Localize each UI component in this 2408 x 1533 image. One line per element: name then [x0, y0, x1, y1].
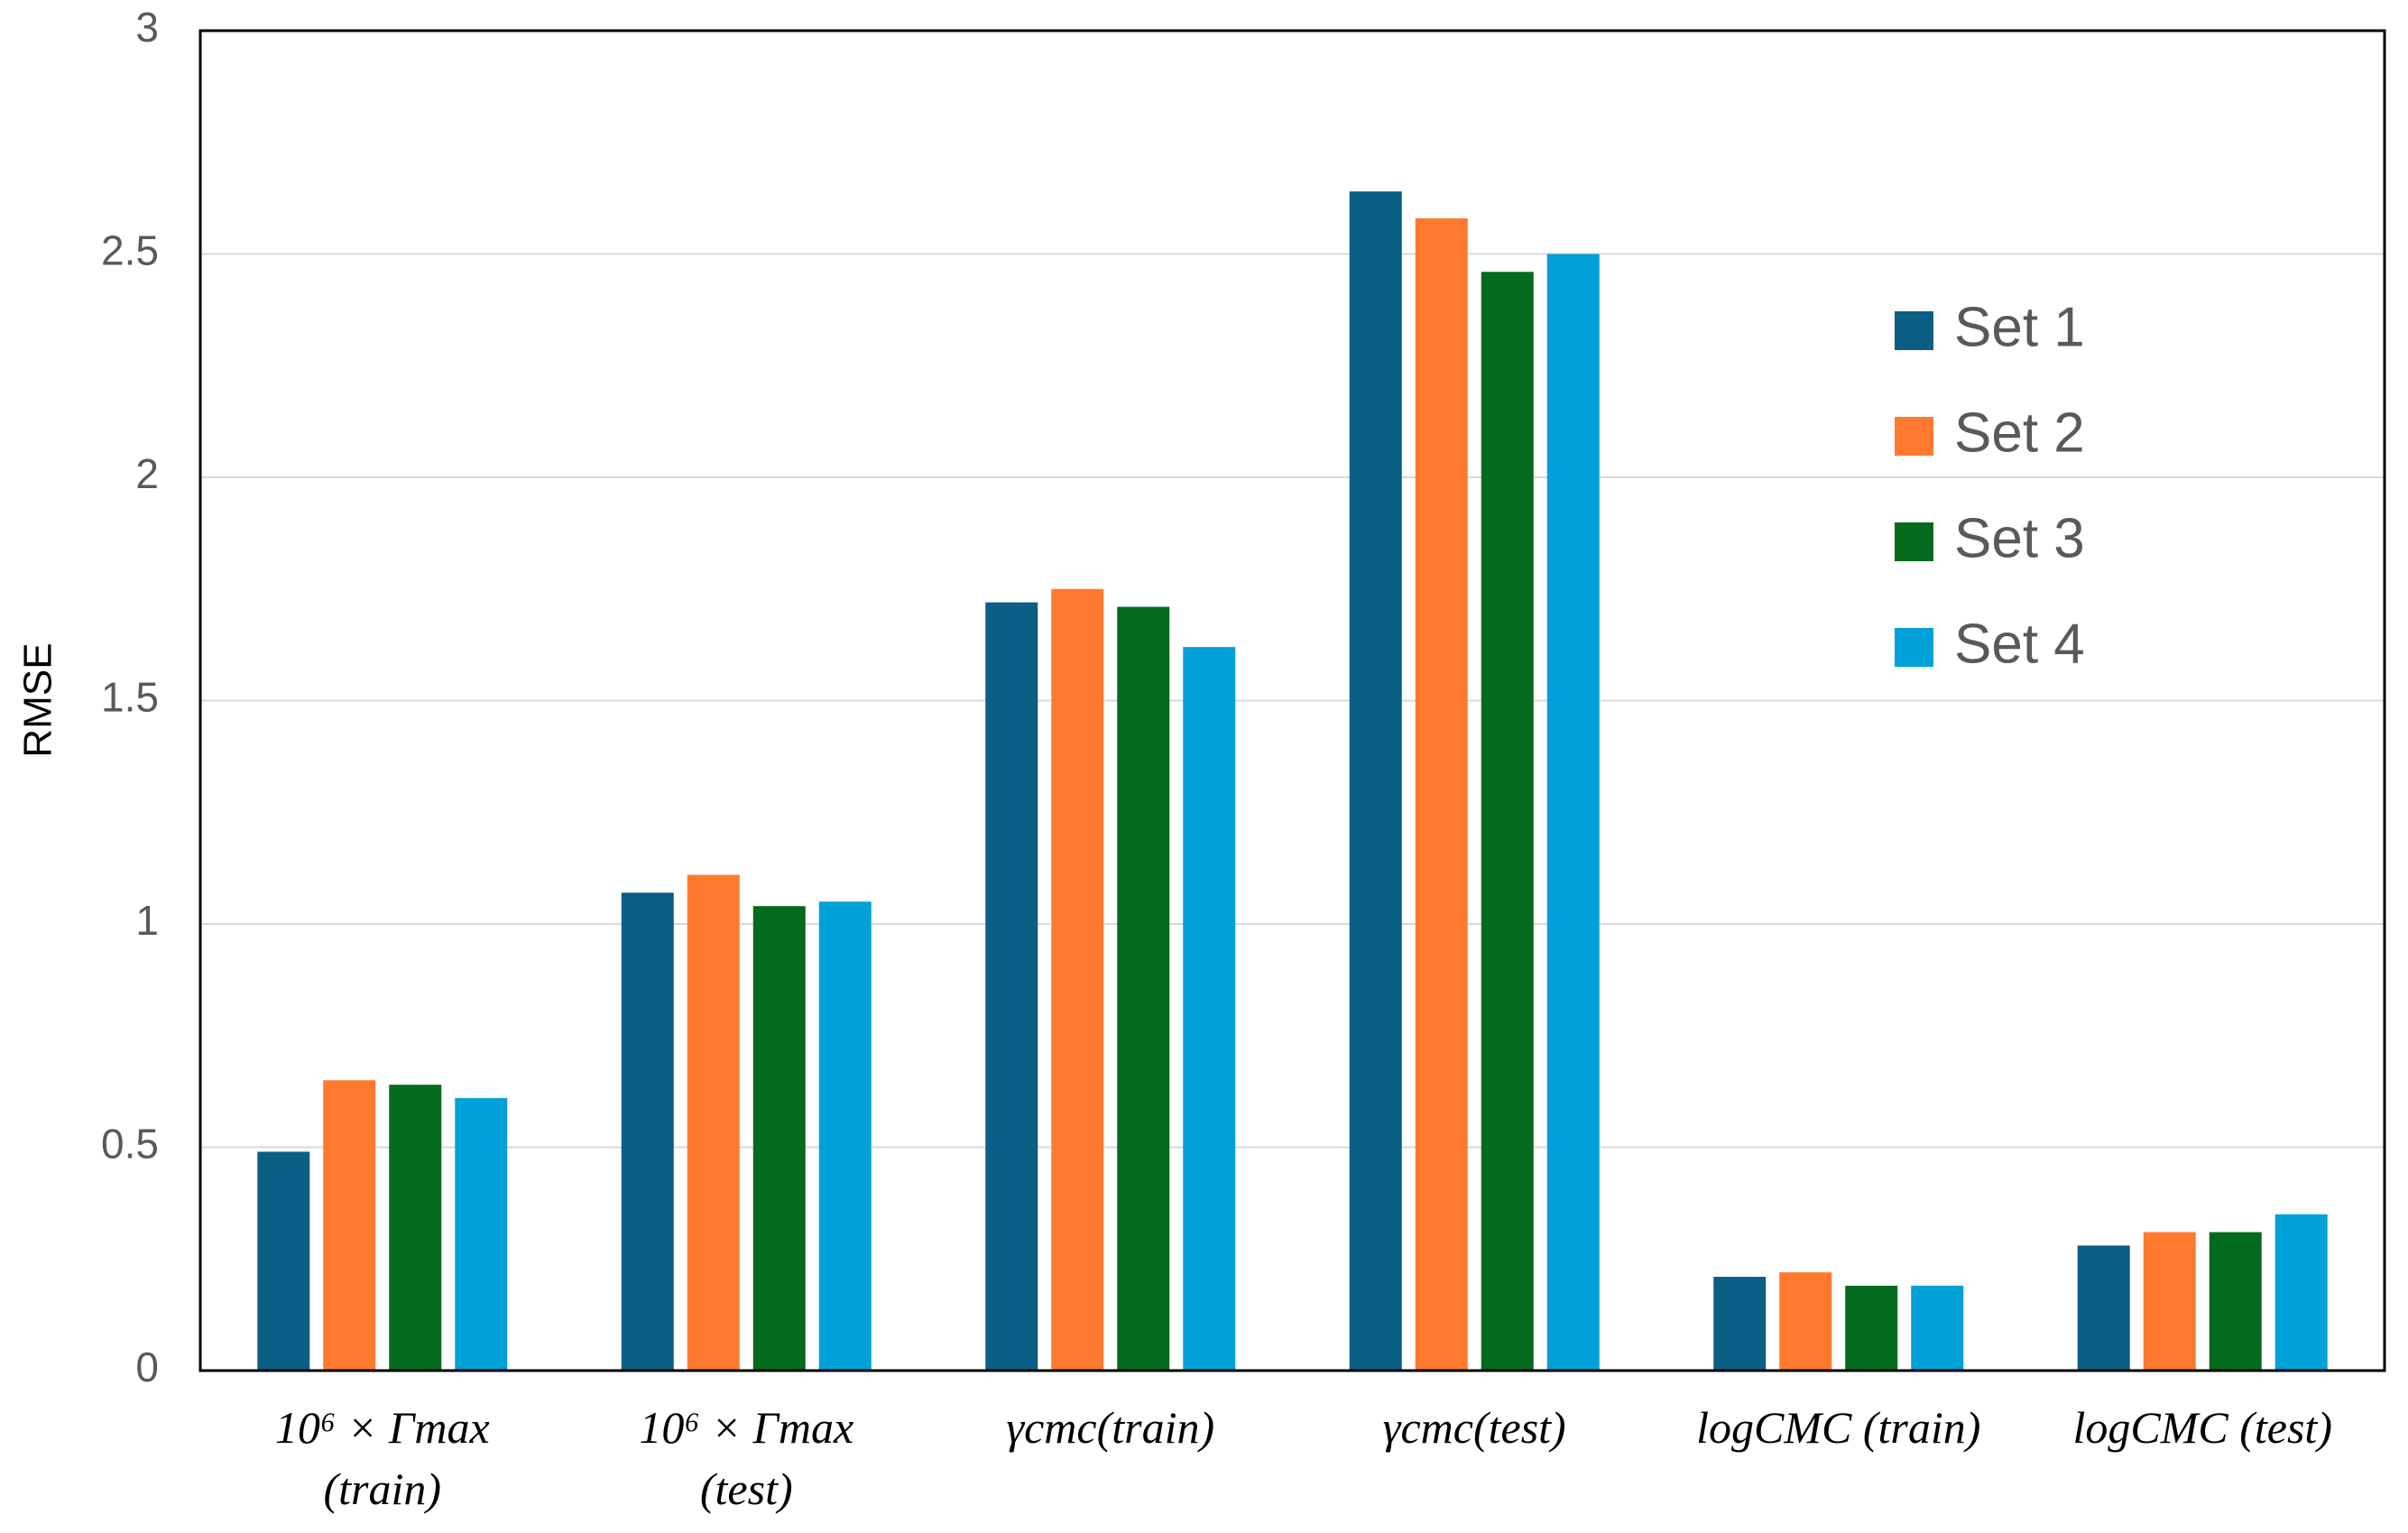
- y-tick-label: 0: [135, 1344, 159, 1390]
- x-tick-line: (train): [323, 1464, 441, 1514]
- bar: [1117, 606, 1170, 1371]
- x-tick-line: logCMC (test): [2073, 1402, 2332, 1453]
- y-tick-label: 2: [135, 450, 159, 497]
- bar: [1481, 272, 1534, 1371]
- bar: [1051, 588, 1104, 1371]
- x-tick-line: 10⁶ × Γmax: [275, 1402, 490, 1453]
- legend-swatch: [1895, 417, 1933, 456]
- y-axis-label: RMSE: [16, 642, 60, 757]
- bar: [1845, 1285, 1898, 1371]
- legend-swatch: [1895, 522, 1933, 561]
- bar: [455, 1098, 508, 1371]
- bar: [1349, 191, 1402, 1371]
- bar: [985, 602, 1038, 1371]
- x-tick-label: γcmc(test): [1383, 1402, 1566, 1453]
- bar: [1911, 1285, 1964, 1371]
- bar: [1546, 254, 1600, 1371]
- x-tick-line: (test): [700, 1464, 793, 1514]
- bar: [687, 874, 740, 1371]
- legend-label: Set 1: [1954, 296, 2085, 358]
- bar: [389, 1085, 442, 1371]
- bar: [323, 1080, 376, 1371]
- bar: [1713, 1277, 1767, 1371]
- y-tick-label: 1: [135, 897, 159, 944]
- x-tick-line: γcmc(test): [1383, 1402, 1566, 1453]
- x-tick-label: logCMC (train): [1696, 1402, 1980, 1453]
- bar: [2077, 1245, 2130, 1371]
- x-tick-label: 10⁶ × Γmax (train): [275, 1402, 490, 1514]
- legend-label: Set 2: [1954, 402, 2085, 464]
- bar: [1779, 1272, 1832, 1371]
- y-tick-label: 2.5: [101, 227, 159, 274]
- legend-swatch: [1895, 628, 1933, 667]
- bar: [2274, 1214, 2328, 1371]
- legend-label: Set 3: [1954, 507, 2085, 569]
- legend-label: Set 4: [1954, 613, 2085, 675]
- bar: [752, 906, 806, 1371]
- bar: [1415, 217, 1468, 1371]
- bar: [621, 892, 674, 1371]
- y-tick-label: 1.5: [101, 674, 159, 721]
- bar: [257, 1151, 310, 1371]
- legend-swatch: [1895, 311, 1933, 350]
- x-tick-label: 10⁶ × Γmax (test): [639, 1402, 853, 1514]
- x-tick-line: γcmc(train): [1006, 1402, 1214, 1453]
- y-tick-label: 0.5: [101, 1121, 159, 1168]
- x-tick-line: 10⁶ × Γmax: [639, 1402, 853, 1453]
- y-tick-label: 3: [135, 4, 159, 51]
- x-tick-line: logCMC (train): [1696, 1402, 1980, 1453]
- bar: [1183, 647, 1236, 1371]
- plot-frame: [198, 29, 2386, 1372]
- bar: [2143, 1232, 2196, 1371]
- bar: [2209, 1232, 2262, 1371]
- x-tick-label: logCMC (test): [2073, 1402, 2332, 1453]
- bar: [818, 901, 872, 1371]
- x-tick-label: γcmc(train): [1006, 1402, 1214, 1453]
